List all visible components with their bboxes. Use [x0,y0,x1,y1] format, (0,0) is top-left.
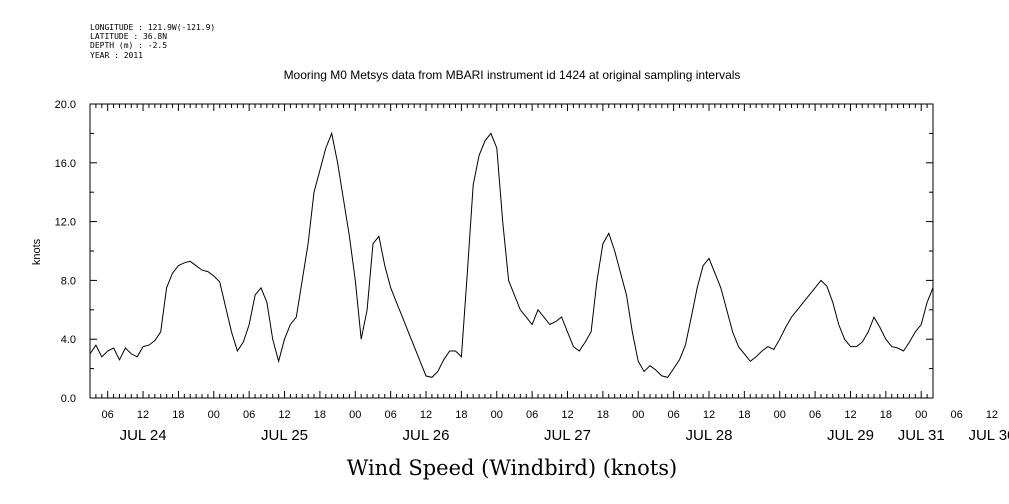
x-hour-label: 12 [137,409,149,421]
x-hour-label: 00 [491,409,503,421]
header-longitude: LONGITUDE : 121.9W(-121.9) [90,23,215,32]
x-hour-label: 06 [950,409,962,421]
y-tick-label: 12.0 [55,217,76,229]
header-latitude: LATITUDE : 36.8N [90,32,167,41]
y-axis-label: knots [31,238,43,265]
x-hour-label: 12 [278,409,290,421]
x-day-label: JUL 28 [685,427,732,444]
x-hour-label: 06 [102,409,114,421]
x-hour-label: 06 [526,409,538,421]
x-day-label: JUL 26 [403,427,450,444]
y-tick-label: 4.0 [61,334,76,346]
x-hour-label: 06 [667,409,679,421]
x-day-label: JUL 25 [261,427,308,444]
x-hour-label: 06 [809,409,821,421]
x-hour-label: 06 [385,409,397,421]
x-hour-label: 12 [561,409,573,421]
y-tick-label: 20.0 [55,99,76,111]
x-hour-label: 00 [915,409,927,421]
y-tick-label: 8.0 [61,275,76,287]
x-hour-label: 18 [172,409,184,421]
x-hour-label: 18 [455,409,467,421]
x-hour-label: 00 [774,409,786,421]
chart-title: Mooring M0 Metsys data from MBARI instru… [284,68,741,82]
x-day-label: JUL 24 [120,427,167,444]
x-axis: 06 12 18 00 06 12 18 00 06 12 18 00 06 12 18 00 06 12 18 00… [89,104,1009,444]
x-axis-title: Wind Speed (Windbird) (knots) [347,456,677,480]
x-hour-label: 12 [844,409,856,421]
x-hour-label: 12 [420,409,432,421]
x-hour-label: 18 [314,409,326,421]
wind-speed-line [89,131,934,378]
y-axis: 0.0 4.0 8.0 12.0 16.0 20.0 [55,99,933,405]
x-hour-label: 18 [738,409,750,421]
x-hour-label: 18 [880,409,892,421]
x-day-label: JUL 30 [968,427,1009,444]
x-hour-label: 00 [349,409,361,421]
header-depth: DEPTH (m) : -2.5 [90,41,167,50]
x-hour-label: 12 [703,409,715,421]
series-group [89,131,934,378]
y-tick-label: 0.0 [61,393,76,405]
x-hour-label: 00 [208,409,220,421]
x-day-label: JUL 29 [827,427,874,444]
plot-frame [89,103,934,399]
x-hour-label: 18 [597,409,609,421]
x-day-label: JUL 31 [898,427,945,444]
x-hour-label: 12 [986,409,998,421]
header-year: YEAR : 2011 [90,51,143,60]
x-hour-label: 06 [243,409,255,421]
x-hour-label: 00 [632,409,644,421]
x-day-label: JUL 27 [544,427,591,444]
y-tick-label: 16.0 [55,158,76,170]
